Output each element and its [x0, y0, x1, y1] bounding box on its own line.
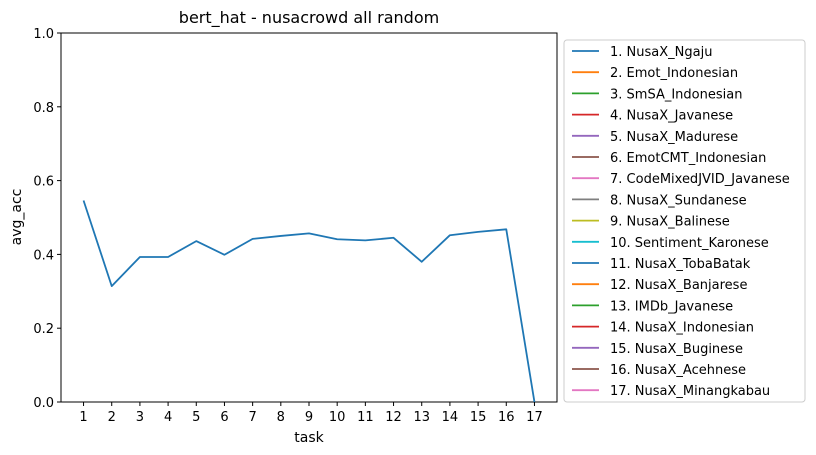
- y-axis-label: avg_acc: [9, 189, 25, 246]
- x-tick-label: 10: [329, 410, 346, 425]
- legend-label: 2. Emot_Indonesian: [610, 66, 738, 81]
- chart-title: bert_hat - nusacrowd all random: [179, 8, 439, 28]
- legend-item: 9. NusaX_Balinese: [572, 215, 730, 230]
- x-tick-label: 17: [526, 410, 543, 425]
- x-tick-label: 16: [498, 410, 515, 425]
- legend-item: 1. NusaX_Ngaju: [572, 45, 712, 60]
- x-tick-label: 3: [136, 410, 144, 425]
- x-tick-label: 9: [305, 410, 313, 425]
- legend-item: 15. NusaX_Buginese: [572, 342, 743, 357]
- x-tick-label: 4: [164, 410, 172, 425]
- y-tick-label: 0.2: [33, 322, 54, 337]
- legend-label: 4. NusaX_Javanese: [610, 109, 733, 124]
- x-tick-label: 5: [192, 410, 200, 425]
- legend-label: 9. NusaX_Balinese: [610, 215, 730, 230]
- legend-item: 13. IMDb_Javanese: [572, 299, 733, 314]
- legend-frame: [563, 39, 806, 403]
- legend-label: 16. NusaX_Acehnese: [610, 363, 746, 378]
- legend-label: 6. EmotCMT_Indonesian: [610, 151, 766, 166]
- legend-item: 6. EmotCMT_Indonesian: [572, 151, 766, 166]
- x-tick-label: 15: [470, 410, 487, 425]
- legend-item: 10. Sentiment_Karonese: [572, 236, 769, 251]
- x-tick-label: 12: [385, 410, 402, 425]
- y-axis: 0.0 0.2 0.4 0.6 0.8 1.0: [33, 27, 61, 411]
- legend-label: 17. NusaX_Minangkabau: [610, 384, 770, 399]
- y-tick-label: 0.0: [33, 396, 54, 411]
- x-tick-label: 7: [248, 410, 256, 425]
- x-tick-label: 2: [108, 410, 116, 425]
- axes-frame: [60, 32, 558, 403]
- legend-label: 15. NusaX_Buginese: [610, 342, 743, 357]
- legend-label: 7. CodeMixedJVID_Javanese: [610, 172, 790, 187]
- y-tick-label: 0.8: [33, 101, 54, 116]
- x-axis-label: task: [294, 430, 324, 446]
- x-tick-label: 14: [442, 410, 459, 425]
- legend: 1. NusaX_Ngaju 2. Emot_Indonesian 3. SmSA_…: [563, 39, 806, 403]
- legend-label: 5. NusaX_Madurese: [610, 130, 738, 145]
- series-line-1: [82, 200, 536, 402]
- legend-item: 7. CodeMixedJVID_Javanese: [572, 172, 790, 187]
- legend-label: 1. NusaX_Ngaju: [610, 45, 712, 60]
- legend-item: 17. NusaX_Minangkabau: [572, 384, 770, 399]
- legend-item: 16. NusaX_Acehnese: [572, 363, 746, 378]
- legend-label: 11. NusaX_TobaBatak: [610, 257, 751, 272]
- legend-item: 12. NusaX_Banjarese: [572, 278, 747, 293]
- y-tick-label: 1.0: [33, 27, 54, 42]
- legend-item: 4. NusaX_Javanese: [572, 109, 733, 124]
- y-tick-label: 0.6: [33, 175, 54, 190]
- legend-label: 8. NusaX_Sundanese: [610, 193, 747, 208]
- legend-label: 12. NusaX_Banjarese: [610, 278, 747, 293]
- legend-item: 3. SmSA_Indonesian: [572, 87, 742, 102]
- legend-item: 5. NusaX_Madurese: [572, 130, 738, 145]
- x-tick-label: 11: [357, 410, 374, 425]
- x-axis: 1 2 3 4 5 6 7 8 9 10 11 12 13 14 15 16 17: [79, 402, 543, 425]
- legend-item: 8. NusaX_Sundanese: [572, 193, 747, 208]
- x-tick-label: 13: [413, 410, 430, 425]
- series-layer: [82, 200, 536, 402]
- legend-item: 2. Emot_Indonesian: [572, 66, 738, 81]
- legend-label: 10. Sentiment_Karonese: [610, 236, 769, 251]
- y-tick-label: 0.4: [33, 248, 54, 263]
- legend-label: 14. NusaX_Indonesian: [610, 321, 754, 336]
- plot-area: 0.00.20.40.60.81.0 1 2 3 4 5 6 7 8 9 10 11 12 13 14 15…: [33, 27, 558, 425]
- legend-item: 14. NusaX_Indonesian: [572, 321, 754, 336]
- x-tick-label: 6: [220, 410, 228, 425]
- legend-item: 11. NusaX_TobaBatak: [572, 257, 751, 272]
- x-tick-label: 8: [277, 410, 285, 425]
- legend-label: 13. IMDb_Javanese: [610, 299, 733, 314]
- legend-label: 3. SmSA_Indonesian: [610, 87, 742, 102]
- x-tick-label: 1: [79, 410, 87, 425]
